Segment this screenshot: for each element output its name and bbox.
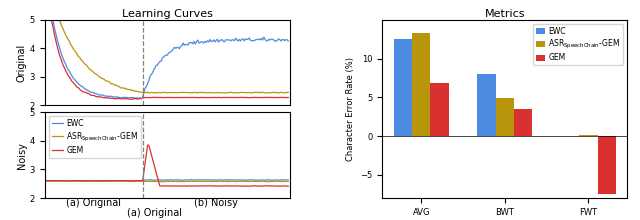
EWC [256,179,264,182]
Y-axis label: Noisy: Noisy [17,142,27,169]
ASR$_{\mathrm{SpeechChain}}$-GEM [284,180,292,183]
Y-axis label: Original: Original [17,44,27,82]
Line: ASR$_{\mathrm{SpeechChain}}$-GEM: ASR$_{\mathrm{SpeechChain}}$-GEM [143,181,288,182]
Text: (a) Original: (a) Original [67,198,121,208]
GEM [139,180,147,182]
Text: (a) Original: (a) Original [127,208,182,218]
EWC [282,179,290,181]
EWC [178,179,186,182]
ASR$_{\mathrm{SpeechChain}}$-GEM [170,180,177,183]
ASR$_{\mathrm{SpeechChain}}$-GEM [255,180,263,183]
GEM [179,185,187,187]
GEM [144,144,152,147]
ASR$_{\mathrm{SpeechChain}}$-GEM [262,181,270,183]
EWC [188,178,195,181]
Bar [495,98,514,136]
Bar [431,82,449,136]
Bar [394,39,412,136]
GEM [171,185,179,187]
ASR$_{\mathrm{SpeechChain}}$-GEM [282,180,290,183]
GEM [183,185,191,188]
Legend: EWC, ASR$_{\mathsf{SpeechChain}}$-GEM, GEM: EWC, ASR$_{\mathsf{SpeechChain}}$-GEM, G… [533,24,623,65]
Bar [477,74,495,136]
EWC [284,179,292,181]
EWC [139,179,147,181]
EWC [170,179,177,182]
Bar [579,135,598,136]
GEM [242,185,250,187]
GEM [222,185,230,187]
ASR$_{\mathrm{SpeechChain}}$-GEM [178,180,186,183]
GEM [282,185,290,187]
Title: Learning Curves: Learning Curves [122,9,212,19]
Line: GEM: GEM [143,145,288,186]
EWC [253,179,260,182]
Legend: EWC, ASR$_{\mathrm{SpeechChain}}$-GEM, GEM: EWC, ASR$_{\mathrm{SpeechChain}}$-GEM, G… [49,116,141,158]
ASR$_{\mathrm{SpeechChain}}$-GEM [241,180,248,183]
EWC [241,179,248,182]
GEM [284,185,292,187]
Text: (b) Noisy: (b) Noisy [194,198,238,208]
GEM [256,184,264,187]
ASR$_{\mathrm{SpeechChain}}$-GEM [221,180,228,183]
Bar [514,109,532,136]
ASR$_{\mathrm{SpeechChain}}$-GEM [139,180,147,183]
EWC [221,179,228,181]
ASR$_{\mathrm{SpeechChain}}$-GEM [216,180,223,182]
Bar [412,33,431,136]
Title: Metrics: Metrics [484,9,525,19]
Y-axis label: Character Error Rate (%): Character Error Rate (%) [346,57,355,161]
Bar [598,136,616,194]
